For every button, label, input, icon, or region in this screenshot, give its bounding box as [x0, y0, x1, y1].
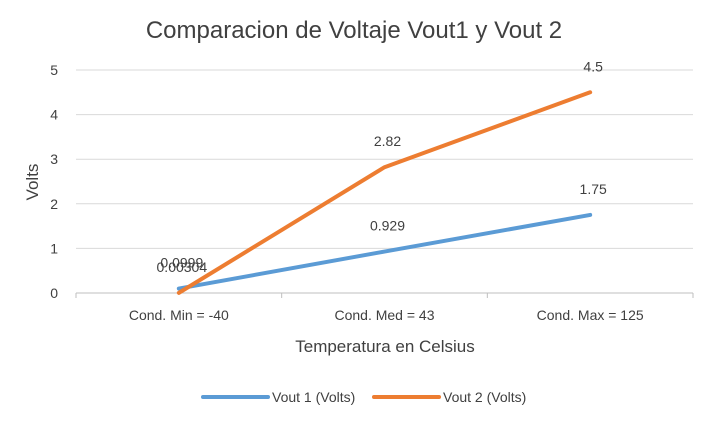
- y-tick-label: 4: [50, 107, 58, 123]
- x-tick-label: Cond. Min = -40: [129, 307, 229, 323]
- y-tick-label: 0: [50, 285, 58, 301]
- data-label: 0.00304: [157, 259, 208, 275]
- data-labels: 0.0999 0.929 1.75 0.00304 2.82 4.5: [157, 58, 607, 275]
- data-label: 1.75: [580, 181, 607, 197]
- legend-label: Vout 2 (Volts): [443, 389, 526, 405]
- legend-label: Vout 1 (Volts): [272, 389, 355, 405]
- series-lines: [176, 90, 593, 295]
- y-tick-label: 1: [50, 240, 58, 256]
- legend: Vout 1 (Volts) Vout 2 (Volts): [201, 389, 526, 405]
- chart-title: Comparacion de Voltaje Vout1 y Vout 2: [146, 17, 562, 44]
- series-line-2: [176, 90, 593, 295]
- gridlines: [76, 69, 693, 249]
- y-axis-ticks: 0 1 2 3 4 5: [50, 62, 58, 301]
- series-line-1: [176, 212, 593, 291]
- y-tick-label: 5: [50, 62, 58, 78]
- x-axis-label: Temperatura en Celsius: [295, 337, 475, 356]
- y-tick-label: 2: [50, 196, 58, 212]
- x-tick-label: Cond. Med = 43: [334, 307, 434, 323]
- data-label: 0.0999: [160, 255, 203, 271]
- y-axis-label: Volts: [23, 164, 42, 201]
- data-label: 2.82: [374, 133, 401, 149]
- x-axis-ticks: Cond. Min = -40 Cond. Med = 43 Cond. Max =…: [75, 293, 694, 323]
- y-tick-label: 3: [50, 151, 58, 167]
- data-label: 0.929: [370, 218, 405, 234]
- x-tick-label: Cond. Max = 125: [537, 307, 644, 323]
- data-label: 4.5: [583, 58, 603, 74]
